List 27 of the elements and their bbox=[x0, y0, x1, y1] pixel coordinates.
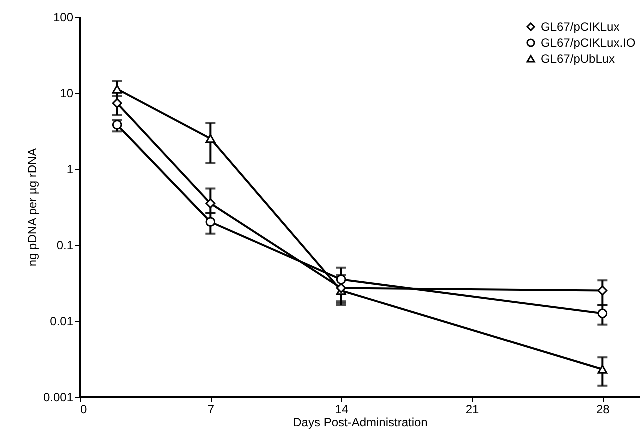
legend-label: GL67/pCIKLux bbox=[541, 20, 620, 34]
point bbox=[112, 120, 122, 130]
y-axis-title: ng pDNA per µg rDNA bbox=[25, 148, 40, 267]
y-tick-label: 10 bbox=[60, 86, 74, 100]
legend-label: GL67/pUbLux bbox=[541, 52, 616, 66]
point bbox=[598, 365, 608, 374]
point bbox=[206, 198, 216, 209]
point bbox=[112, 98, 122, 108]
y-tick-label: 0.1 bbox=[56, 238, 74, 252]
point bbox=[598, 308, 608, 319]
x-tick-label: 14 bbox=[335, 402, 349, 416]
point bbox=[336, 283, 346, 294]
x-tick-label: 7 bbox=[208, 402, 215, 416]
x-tick-label: 21 bbox=[466, 402, 480, 416]
point bbox=[598, 286, 608, 296]
y-tick-label: 0.001 bbox=[43, 390, 74, 404]
y-tick-label: 100 bbox=[53, 10, 74, 24]
y-tick-label: 1 bbox=[66, 162, 74, 176]
point bbox=[112, 84, 122, 94]
point bbox=[336, 274, 346, 285]
point bbox=[206, 134, 216, 144]
y-tick-label: 0.01 bbox=[50, 314, 74, 328]
x-tick-label: 28 bbox=[596, 402, 610, 416]
point bbox=[206, 217, 216, 228]
legend-label: GL67/pCIKLux.IO bbox=[541, 36, 636, 50]
x-tick-label: 0 bbox=[80, 402, 88, 416]
x-axis-title: Days Post-Administration bbox=[293, 416, 428, 430]
